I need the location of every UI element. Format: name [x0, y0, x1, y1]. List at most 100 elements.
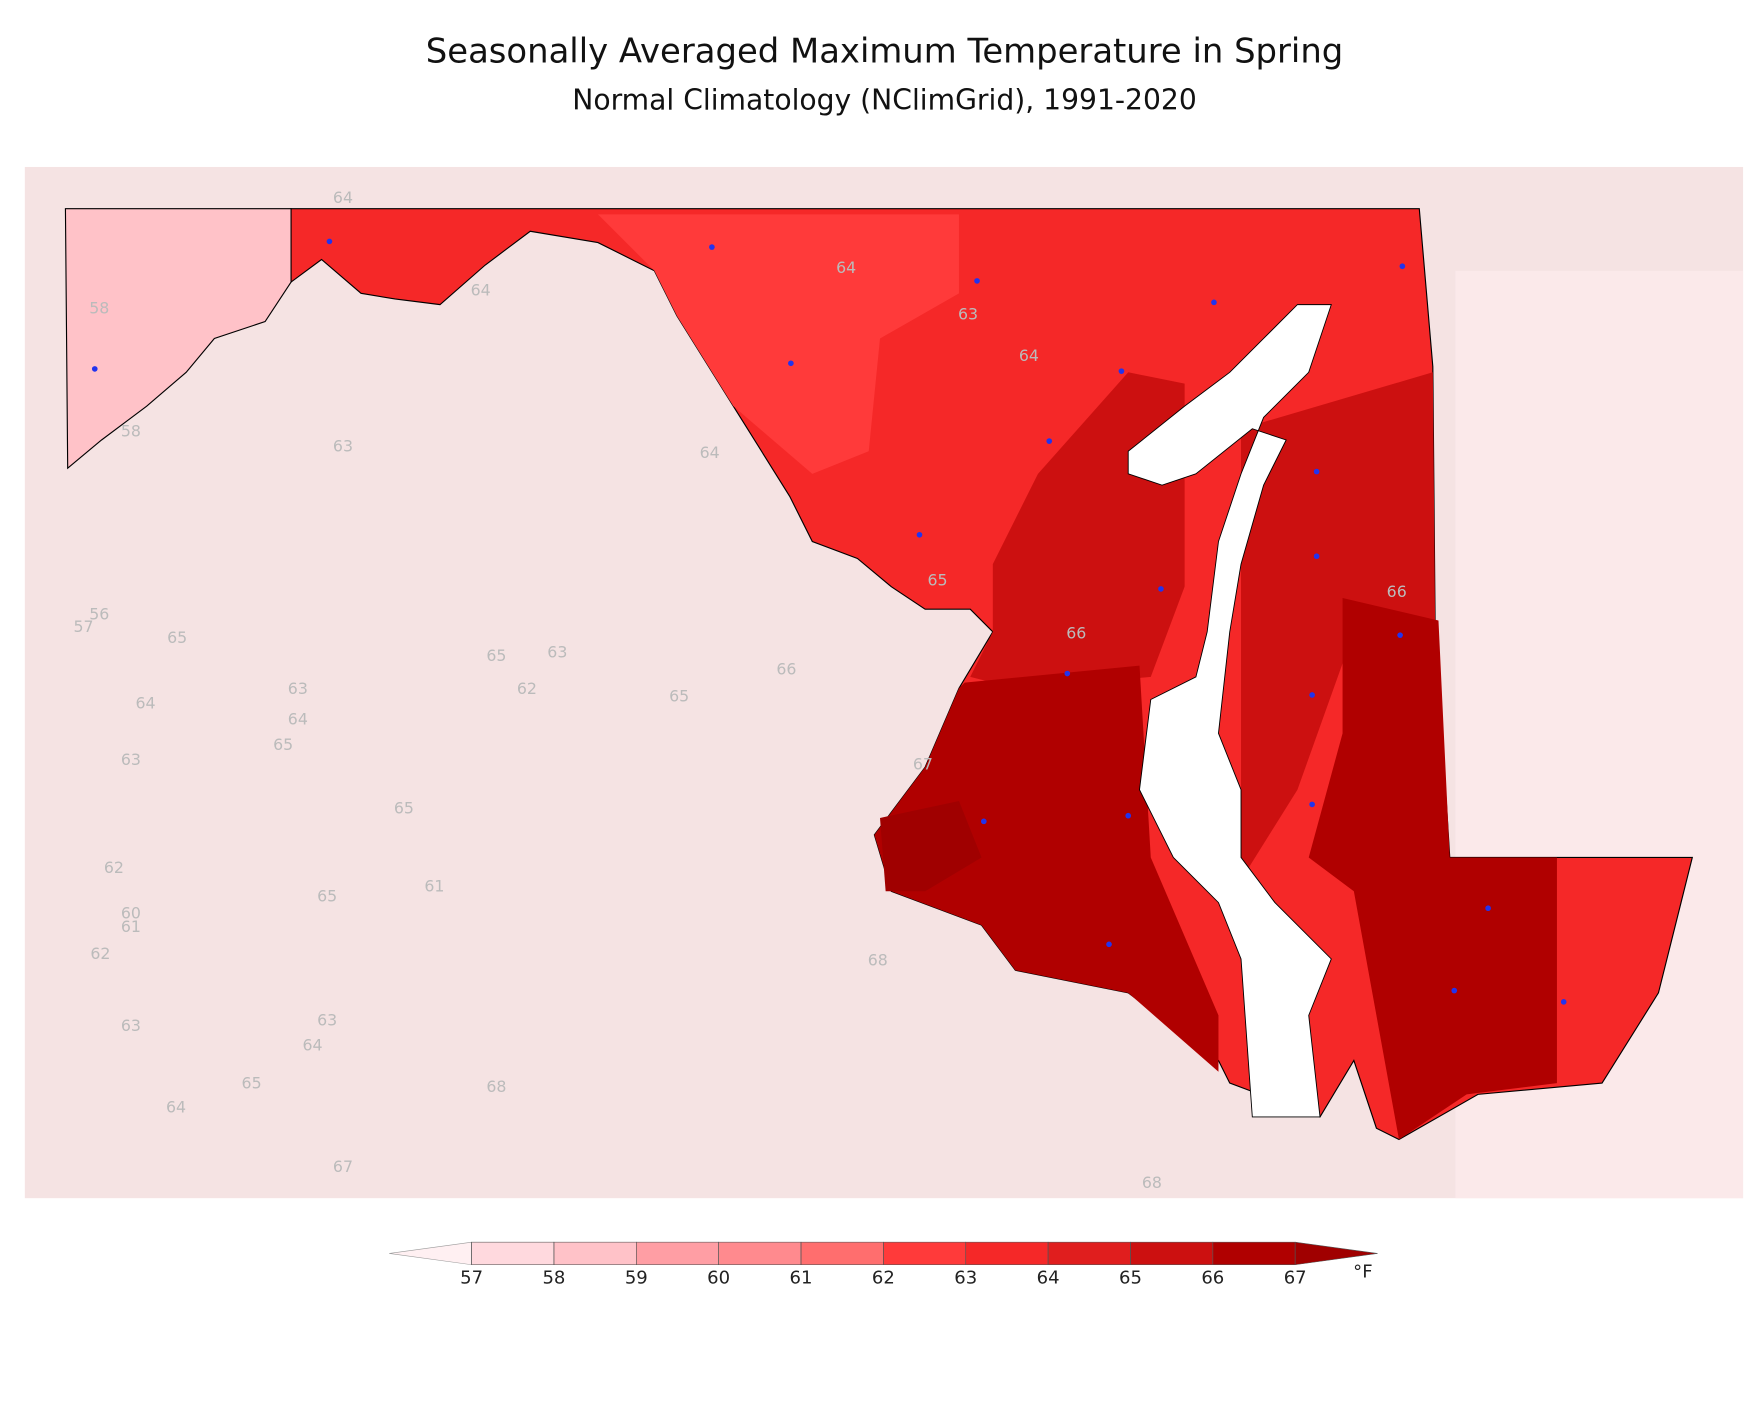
contour-label: 65 — [669, 687, 689, 706]
contour-label: 65 — [317, 886, 337, 905]
colorbar-tick-label: 60 — [707, 1267, 730, 1288]
colorbar-unit: °F — [1353, 1262, 1372, 1283]
contour-label: 68 — [868, 951, 888, 970]
colorbar-tick-label: 67 — [1284, 1267, 1307, 1288]
contour-label: 64 — [302, 1035, 322, 1054]
contour-label: 65 — [273, 735, 293, 754]
contour-label: 68 — [486, 1077, 506, 1096]
colorbar-box — [965, 1241, 1049, 1266]
contour-label: 63 — [121, 750, 141, 769]
station-dot — [1399, 263, 1406, 270]
colorbar-tick-label: 62 — [872, 1267, 895, 1288]
colorbar-box — [800, 1241, 884, 1266]
colorbar-tick-label: 66 — [1201, 1267, 1224, 1288]
contour-label: 68 — [1142, 1173, 1162, 1192]
contour-label: 66 — [1066, 624, 1086, 643]
station-dot — [974, 278, 980, 284]
contour-label: 65 — [927, 571, 947, 590]
contour-label: 64 — [836, 258, 856, 277]
subtitle: Normal Climatology (NClimGrid), 1991-202… — [572, 84, 1197, 117]
station-dot — [916, 531, 923, 538]
station-dot — [1309, 801, 1315, 808]
station-dot — [1313, 468, 1320, 475]
colorbar-box — [718, 1241, 802, 1266]
contour-label: 64 — [333, 188, 353, 207]
station-dot — [1485, 905, 1491, 912]
region-lower-east — [1308, 597, 1557, 1140]
contour-label: 60 — [121, 903, 141, 922]
station-dot — [1125, 812, 1132, 819]
colorbar-box — [1212, 1241, 1296, 1266]
colorbar-extend-low — [389, 1241, 472, 1266]
contour-label: 67 — [913, 754, 933, 773]
station-dot — [1046, 438, 1053, 444]
station-dot — [980, 818, 987, 825]
contour-label: 66 — [1387, 582, 1407, 601]
contour-label: 65 — [167, 628, 187, 647]
station-dot — [788, 360, 794, 367]
station-dot — [326, 238, 333, 245]
region-east — [1241, 372, 1436, 881]
colorbar-box — [553, 1241, 637, 1266]
bay — [1127, 304, 1332, 1118]
colorbar-box — [471, 1241, 555, 1266]
station-dot — [91, 366, 98, 372]
contour-label: 63 — [547, 643, 567, 662]
contour-label: 64 — [288, 709, 308, 728]
station-dot — [1560, 999, 1567, 1005]
colorbar-tick-label: 59 — [625, 1267, 648, 1288]
contour-label: 64 — [166, 1097, 186, 1116]
station-dot — [1211, 299, 1217, 306]
station-dot — [1158, 586, 1164, 592]
contour-label: 63 — [317, 1011, 337, 1030]
colorbar-tick-label: 58 — [542, 1267, 565, 1288]
contour-label: 61 — [424, 876, 444, 895]
station-dot — [1118, 368, 1125, 375]
contour-label: 58 — [121, 422, 141, 441]
colorbar-tick-label: 61 — [790, 1267, 813, 1288]
contour-label: 63 — [288, 679, 308, 698]
colorbar-tick-label: 65 — [1119, 1267, 1142, 1288]
region-south — [874, 665, 1219, 1072]
station-dot — [1106, 941, 1112, 948]
station-dot — [1064, 670, 1071, 677]
contour-label: 61 — [121, 917, 141, 936]
contour-label: 64 — [471, 281, 491, 300]
colorbar-tick-label: 63 — [954, 1267, 977, 1288]
region-north — [597, 214, 959, 474]
colorbar: 57 58 59 60 61 62 63 64 65 66 67 °F — [389, 1241, 1378, 1288]
contour-label: 56 — [89, 604, 109, 623]
contour-label: 57 — [73, 617, 93, 636]
contour-label: 65 — [394, 798, 414, 817]
station-dot — [1451, 987, 1458, 994]
contour-label: 63 — [121, 1016, 141, 1035]
station-dot — [1309, 692, 1315, 698]
colorbar-tick-label: 64 — [1037, 1267, 1060, 1288]
contour-label: 58 — [89, 299, 109, 318]
station-dot — [709, 244, 715, 250]
contour-label: 63 — [958, 304, 978, 323]
contour-label: 62 — [90, 944, 110, 963]
colorbar-tick-label: 57 — [460, 1267, 483, 1288]
region-southmost — [880, 801, 982, 892]
figure: Seasonally Averaged Maximum Temperature … — [24, 32, 1744, 1288]
station-dot — [1313, 553, 1320, 560]
contour-label: 64 — [1019, 346, 1039, 365]
contour-label: 63 — [333, 436, 353, 455]
contour-label: 65 — [486, 646, 506, 665]
colorbar-box — [636, 1241, 719, 1266]
contour-label: 67 — [333, 1157, 353, 1176]
colorbar-box — [1047, 1241, 1131, 1266]
colorbar-box — [883, 1241, 967, 1266]
station-dot — [1397, 632, 1403, 639]
contour-label: 65 — [242, 1074, 262, 1093]
contour-label: 64 — [135, 694, 155, 713]
title: Seasonally Averaged Maximum Temperature … — [426, 32, 1343, 71]
contour-label: 66 — [776, 660, 796, 679]
contour-label: 62 — [517, 679, 537, 698]
colorbar-box — [1130, 1241, 1214, 1266]
contour-label: 64 — [700, 443, 720, 462]
contour-label: 62 — [104, 858, 124, 877]
